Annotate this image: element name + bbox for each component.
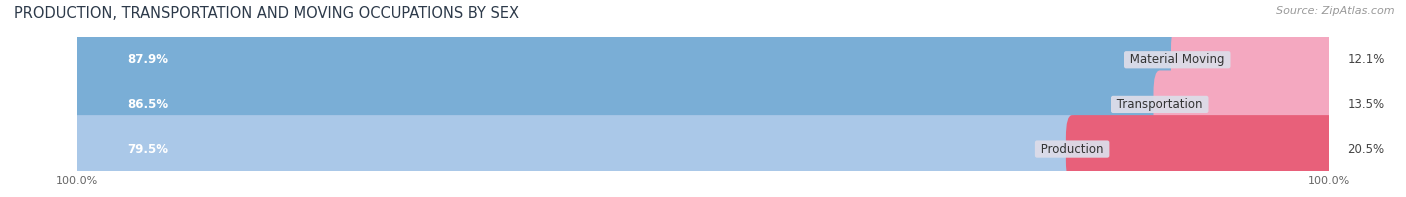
Text: 13.5%: 13.5% (1347, 98, 1385, 111)
Text: 20.5%: 20.5% (1347, 143, 1385, 156)
Text: 87.9%: 87.9% (128, 53, 169, 66)
FancyBboxPatch shape (77, 43, 1329, 76)
FancyBboxPatch shape (1153, 71, 1334, 138)
FancyBboxPatch shape (77, 133, 1329, 166)
Text: Material Moving: Material Moving (1126, 53, 1229, 66)
FancyBboxPatch shape (72, 115, 1078, 183)
Text: Transportation: Transportation (1114, 98, 1206, 111)
FancyBboxPatch shape (72, 26, 1184, 94)
Text: Production: Production (1038, 143, 1108, 156)
FancyBboxPatch shape (72, 71, 1166, 138)
Text: 12.1%: 12.1% (1347, 53, 1385, 66)
Text: 86.5%: 86.5% (128, 98, 169, 111)
FancyBboxPatch shape (77, 88, 1329, 121)
Text: Source: ZipAtlas.com: Source: ZipAtlas.com (1277, 6, 1395, 16)
FancyBboxPatch shape (1171, 26, 1334, 94)
FancyBboxPatch shape (1066, 115, 1334, 183)
Text: 79.5%: 79.5% (128, 143, 169, 156)
Text: PRODUCTION, TRANSPORTATION AND MOVING OCCUPATIONS BY SEX: PRODUCTION, TRANSPORTATION AND MOVING OC… (14, 6, 519, 21)
